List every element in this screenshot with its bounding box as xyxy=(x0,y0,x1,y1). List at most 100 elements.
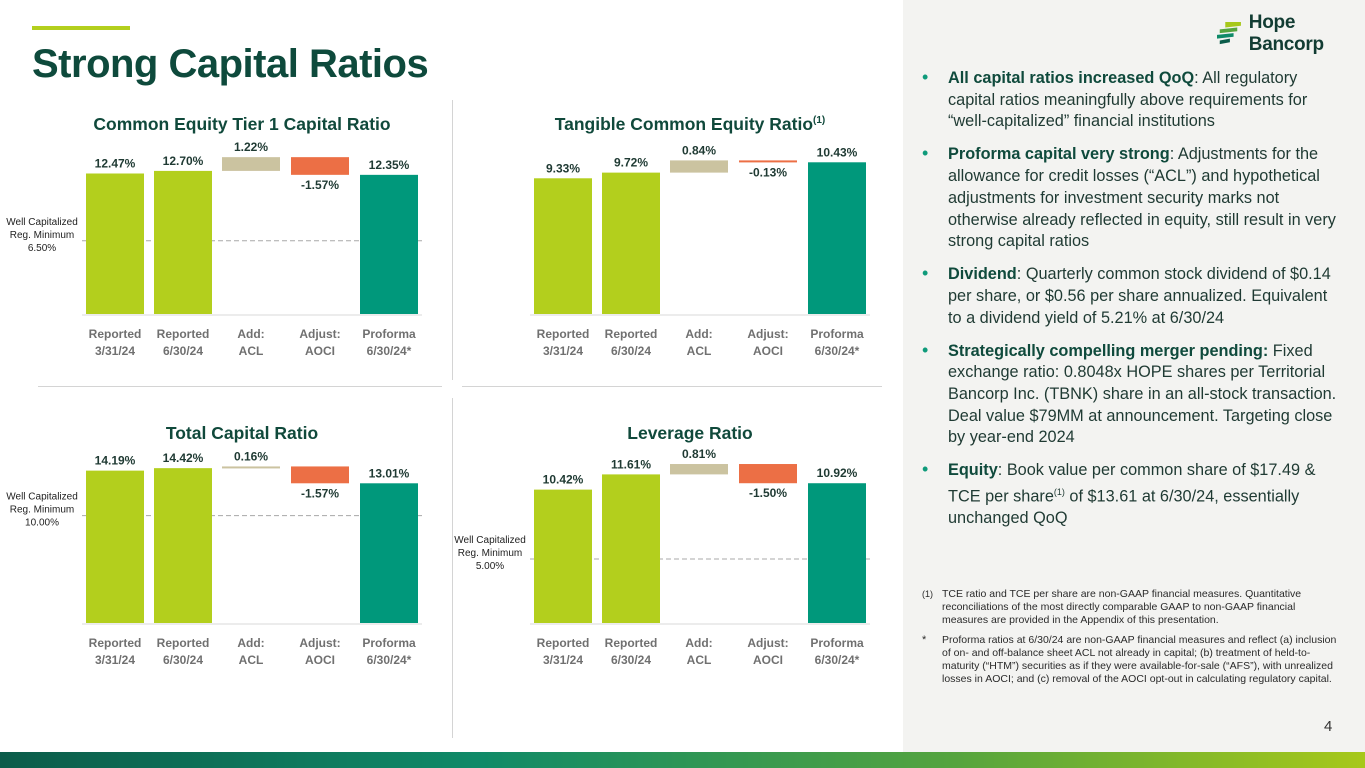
x-tick-label: Reported xyxy=(605,327,658,341)
chart-title: Common Equity Tier 1 Capital Ratio xyxy=(93,114,391,134)
bar-aoci xyxy=(739,160,797,163)
x-tick-label: Reported xyxy=(157,327,210,341)
bar-aoci xyxy=(739,464,797,484)
x-tick-label: 6/30/24 xyxy=(163,344,203,358)
bar-reported xyxy=(534,489,592,623)
x-tick-label: AOCI xyxy=(305,344,335,358)
x-tick-label: Adjust: xyxy=(747,636,788,650)
bar-value-label: 9.72% xyxy=(614,156,648,170)
x-tick-label: Add: xyxy=(237,327,264,341)
bar-value-label: 14.19% xyxy=(95,454,136,468)
x-tick-label: Reported xyxy=(537,327,590,341)
bottom-gradient-band xyxy=(0,752,1365,768)
bar-proforma xyxy=(360,174,418,314)
chart-total-capital-ratio: Total Capital Ratio Well Capitalized Reg.… xyxy=(6,423,442,693)
bar-value-label: 12.70% xyxy=(163,154,204,168)
reference-label: Well Capitalized xyxy=(6,492,78,503)
bar-value-label: 9.33% xyxy=(546,161,580,175)
chart-svg: Well Capitalized Reg. Minimum 6.50% 12.47% R… xyxy=(6,140,422,358)
bullet-item: • Dividend: Quarterly common stock divide… xyxy=(922,263,1331,327)
bullet-item: • All capital ratios increased QoQ: All r… xyxy=(922,67,1308,131)
bar-reported xyxy=(534,178,592,314)
bar-value-label: -1.50% xyxy=(749,486,787,500)
page-title: Strong Capital Ratios xyxy=(32,42,429,86)
x-tick-label: 3/31/24 xyxy=(95,344,135,358)
bar-acl xyxy=(222,466,280,469)
x-tick-label: 6/30/24* xyxy=(815,653,860,667)
x-tick-label: ACL xyxy=(239,653,264,667)
x-tick-label: Reported xyxy=(89,636,142,650)
chart-svg: Well Capitalized Reg. Minimum 5.00% 10.42% R… xyxy=(454,447,870,667)
x-tick-label: 3/31/24 xyxy=(95,653,135,667)
bar-proforma xyxy=(808,162,866,314)
reference-label: Reg. Minimum xyxy=(10,505,74,516)
x-tick-label: Reported xyxy=(157,636,210,650)
reference-label: Reg. Minimum xyxy=(458,548,522,559)
bar-value-label: 0.84% xyxy=(682,143,716,157)
chart-leverage-ratio: Leverage Ratio Well Capitalized Reg. Mini… xyxy=(454,423,890,693)
reference-label: Well Capitalized xyxy=(454,535,526,546)
x-tick-label: 6/30/24 xyxy=(163,653,203,667)
summary-bullets: • All capital ratios increased QoQ: All r… xyxy=(922,67,1342,541)
x-tick-label: Add: xyxy=(237,636,264,650)
bar-aoci xyxy=(291,466,349,484)
bar-value-label: 11.61% xyxy=(611,457,651,471)
x-tick-label: ACL xyxy=(239,344,264,358)
divider-horizontal-left xyxy=(38,386,442,387)
bar-value-label: 10.42% xyxy=(543,473,584,487)
footnote-item: (1) TCE ratio and TCE per share are non-G… xyxy=(922,588,1302,627)
chart-title: Total Capital Ratio xyxy=(165,423,319,443)
x-tick-label: Adjust: xyxy=(299,636,340,650)
bullet-dot-icon: • xyxy=(922,459,929,480)
x-tick-label: Add: xyxy=(685,636,712,650)
bullet-item: • Strategically compelling merger pending… xyxy=(922,339,1337,447)
chart-title: Tangible Common Equity Ratio(1) xyxy=(554,114,826,134)
x-tick-label: 6/30/24* xyxy=(815,344,860,358)
bullet-dot-icon: • xyxy=(922,67,929,87)
bar-proforma xyxy=(360,483,418,623)
chart-svg: Well Capitalized Reg. Minimum 10.00% 14.19%… xyxy=(6,449,422,667)
bar-reported xyxy=(86,173,144,314)
divider-horizontal-right xyxy=(462,386,882,387)
title-accent-bar xyxy=(32,26,130,30)
x-tick-label: Proforma xyxy=(362,636,416,650)
x-tick-label: AOCI xyxy=(753,344,783,358)
x-tick-label: Reported xyxy=(537,636,590,650)
bar-acl xyxy=(222,157,280,171)
summary-panel xyxy=(903,0,1365,752)
chart-svg: 9.33% Reported 3/31/24 9.72% Reported 6/30/24… xyxy=(530,143,870,358)
bar-value-label: 12.35% xyxy=(369,158,410,172)
bar-acl xyxy=(670,160,728,173)
x-tick-label: Adjust: xyxy=(299,327,340,341)
bar-value-label: 0.81% xyxy=(682,447,716,461)
bar-value-label: 14.42% xyxy=(163,451,204,465)
x-tick-label: 6/30/24 xyxy=(611,344,651,358)
reference-label: Well Capitalized xyxy=(6,217,78,228)
bar-value-label: 12.47% xyxy=(95,156,136,170)
footnote-item: * Proforma ratios at 6/30/24 are non-GAAP… xyxy=(922,633,1337,686)
logo: Hope Bancorp xyxy=(1217,12,1365,56)
bar-proforma xyxy=(808,483,866,623)
bar-reported xyxy=(86,470,144,623)
reference-label: 6.50% xyxy=(28,243,56,254)
chart-cet1-ratio: Common Equity Tier 1 Capital Ratio Well … xyxy=(6,114,442,384)
bullet-dot-icon: • xyxy=(922,263,929,284)
bar-reported xyxy=(154,170,212,314)
chart-tce-ratio: Tangible Common Equity Ratio(1) 9.33% Rep… xyxy=(490,114,890,384)
footnote-mark: * xyxy=(922,633,927,646)
x-tick-label: Reported xyxy=(605,636,658,650)
x-tick-label: Proforma xyxy=(810,327,864,341)
x-tick-label: Proforma xyxy=(362,327,416,341)
footnote-mark: (1) xyxy=(922,589,933,599)
x-tick-label: 6/30/24* xyxy=(367,344,412,358)
divider-vertical-top xyxy=(452,100,453,380)
reference-label: 10.00% xyxy=(25,518,59,529)
logo-mark-icon xyxy=(1217,22,1241,45)
logo-text: Hope Bancorp xyxy=(1248,12,1324,55)
x-tick-label: ACL xyxy=(687,653,712,667)
bar-value-label: -1.57% xyxy=(301,178,339,192)
x-tick-label: Add: xyxy=(685,327,712,341)
page-number: 4 xyxy=(1324,718,1333,735)
bar-value-label: 1.22% xyxy=(234,140,268,154)
bar-reported xyxy=(154,468,212,623)
